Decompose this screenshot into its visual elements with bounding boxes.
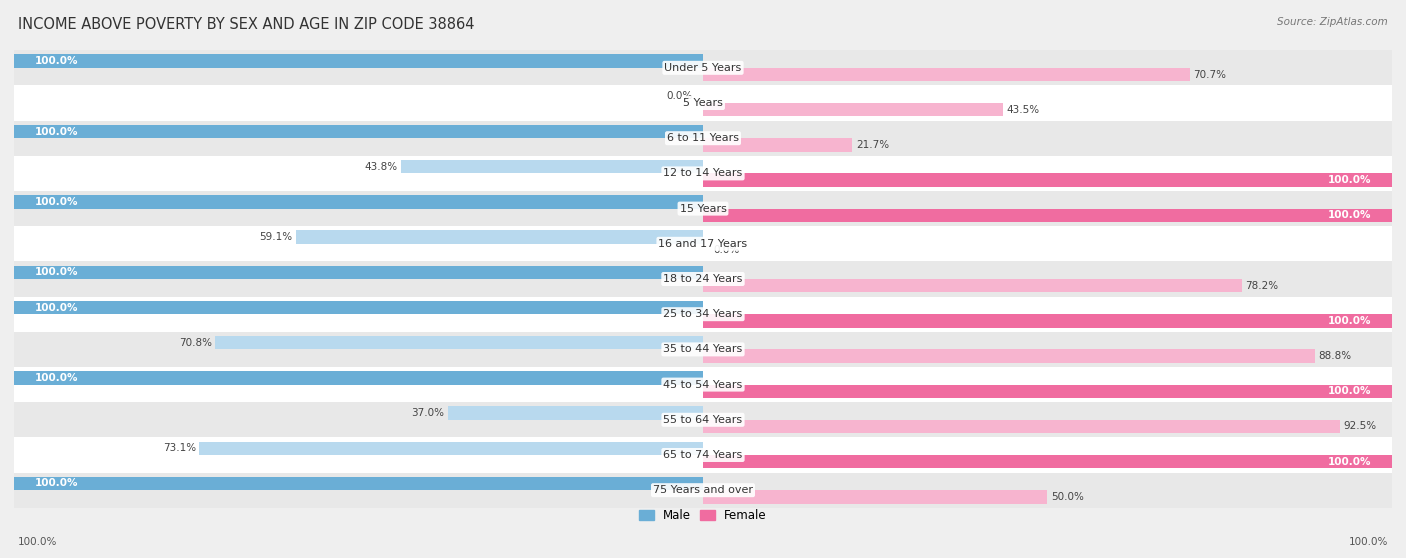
Bar (14, 55, 703, 68)
Text: 0.0%: 0.0% (666, 92, 693, 102)
Bar (14, 301, 703, 314)
Bar (295, 230, 703, 244)
Bar (703, 103, 1002, 117)
Text: 55 to 64 Years: 55 to 64 Years (664, 415, 742, 425)
Text: 100.0%: 100.0% (1327, 316, 1371, 326)
Bar (703, 279, 1241, 292)
Text: 100.0%: 100.0% (1327, 175, 1371, 185)
Text: 0.0%: 0.0% (713, 246, 740, 256)
Text: 100.0%: 100.0% (35, 373, 79, 383)
Bar (703, 314, 1392, 328)
Text: 100.0%: 100.0% (35, 302, 79, 312)
Text: 100.0%: 100.0% (1327, 386, 1371, 396)
Text: 70.8%: 70.8% (179, 338, 212, 348)
Bar (200, 441, 703, 455)
Text: 12 to 14 Years: 12 to 14 Years (664, 169, 742, 179)
Bar (703, 138, 852, 152)
Text: 21.7%: 21.7% (856, 140, 889, 150)
Text: 88.8%: 88.8% (1319, 351, 1351, 361)
Text: 100.0%: 100.0% (35, 127, 79, 137)
Bar (14, 367, 1392, 402)
Text: 100.0%: 100.0% (1327, 456, 1371, 466)
Text: 100.0%: 100.0% (35, 197, 79, 207)
Text: 75 Years and over: 75 Years and over (652, 485, 754, 495)
Bar (14, 261, 1392, 297)
Text: 100.0%: 100.0% (35, 56, 79, 66)
Text: 15 Years: 15 Years (679, 204, 727, 214)
Bar (14, 226, 1392, 261)
Text: 100.0%: 100.0% (1327, 210, 1371, 220)
Text: 6 to 11 Years: 6 to 11 Years (666, 133, 740, 143)
Bar (14, 156, 1392, 191)
Text: 43.8%: 43.8% (364, 162, 398, 172)
Text: 100.0%: 100.0% (35, 267, 79, 277)
Text: 100.0%: 100.0% (1348, 537, 1388, 547)
Text: 59.1%: 59.1% (259, 232, 292, 242)
Text: 35 to 44 Years: 35 to 44 Years (664, 344, 742, 354)
Text: 92.5%: 92.5% (1344, 421, 1376, 431)
Bar (14, 50, 1392, 85)
Bar (703, 420, 1340, 433)
Text: 65 to 74 Years: 65 to 74 Years (664, 450, 742, 460)
Text: 70.7%: 70.7% (1194, 70, 1226, 79)
Bar (703, 174, 1392, 187)
Bar (215, 336, 703, 349)
Bar (703, 68, 1189, 81)
Bar (449, 406, 703, 420)
Bar (703, 209, 1392, 222)
Bar (703, 490, 1047, 503)
Text: Under 5 Years: Under 5 Years (665, 63, 741, 73)
Text: 45 to 54 Years: 45 to 54 Years (664, 379, 742, 389)
Text: 18 to 24 Years: 18 to 24 Years (664, 274, 742, 284)
Bar (14, 332, 1392, 367)
Bar (14, 191, 1392, 226)
Text: 5 Years: 5 Years (683, 98, 723, 108)
Bar (14, 266, 703, 279)
Bar (14, 473, 1392, 508)
Text: 37.0%: 37.0% (412, 408, 444, 418)
Text: Source: ZipAtlas.com: Source: ZipAtlas.com (1277, 17, 1388, 27)
Bar (14, 297, 1392, 332)
Bar (14, 195, 703, 209)
Text: INCOME ABOVE POVERTY BY SEX AND AGE IN ZIP CODE 38864: INCOME ABOVE POVERTY BY SEX AND AGE IN Z… (18, 17, 475, 32)
Text: 25 to 34 Years: 25 to 34 Years (664, 309, 742, 319)
Bar (703, 349, 1315, 363)
Bar (14, 121, 1392, 156)
Bar (703, 384, 1392, 398)
Legend: Male, Female: Male, Female (634, 504, 772, 527)
Bar (14, 437, 1392, 473)
Bar (14, 402, 1392, 437)
Text: 100.0%: 100.0% (18, 537, 58, 547)
Bar (401, 160, 703, 174)
Text: 78.2%: 78.2% (1246, 281, 1278, 291)
Text: 50.0%: 50.0% (1050, 492, 1084, 502)
Bar (14, 85, 1392, 121)
Bar (14, 477, 703, 490)
Text: 16 and 17 Years: 16 and 17 Years (658, 239, 748, 249)
Text: 73.1%: 73.1% (163, 443, 195, 453)
Bar (14, 125, 703, 138)
Bar (703, 455, 1392, 468)
Bar (14, 371, 703, 384)
Text: 43.5%: 43.5% (1007, 105, 1039, 115)
Text: 100.0%: 100.0% (35, 479, 79, 488)
